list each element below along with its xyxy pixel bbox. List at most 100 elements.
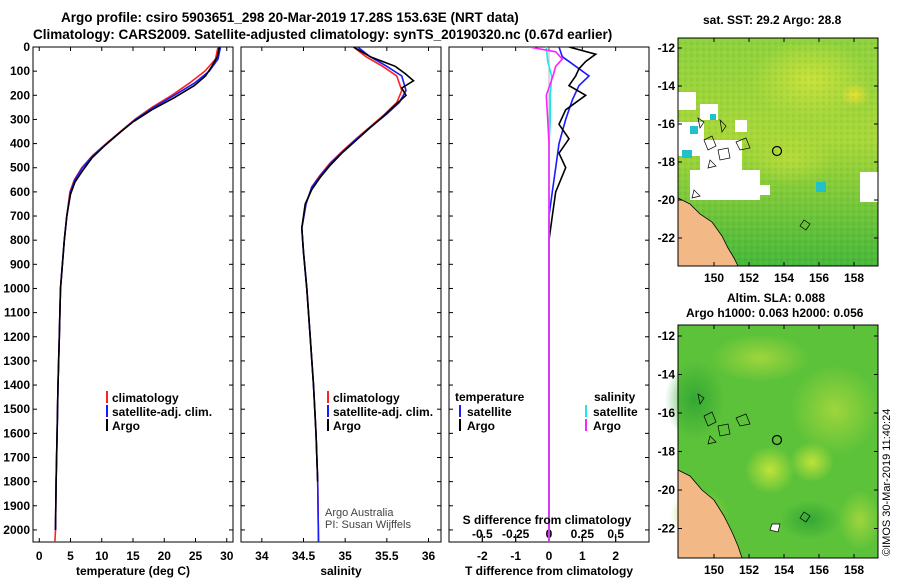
map-y-tick-label: -14 <box>658 79 676 93</box>
x-tick-label: 15 <box>126 549 140 563</box>
legend-mark-s-argo <box>585 419 587 431</box>
depth-tick-label: 1200 <box>3 330 30 344</box>
series-temperature-satellite <box>548 47 591 542</box>
x-tick-label: 34 <box>255 549 269 563</box>
map-x-tick-label: 150 <box>704 271 724 285</box>
depth-tick-label: 0 <box>23 40 30 54</box>
map-bottom-title-1: Altim. SLA: 0.088 <box>727 291 826 305</box>
legend-label-t-satellite: satellite <box>467 405 512 419</box>
s-tick-label: -0.5 <box>472 527 493 541</box>
legend-mark-climatology <box>327 391 329 403</box>
depth-tick-label: 1400 <box>3 378 30 392</box>
x-tick-label: 20 <box>158 549 172 563</box>
depth-tick-label: 100 <box>10 64 30 78</box>
map-y-tick-label: -16 <box>658 406 676 420</box>
map-axes: -12 -14 -16 -18 -20 -22 150 152 154 156 158 -12 -14 -… <box>658 38 878 577</box>
credit-line-2: PI: Susan Wijffels <box>325 519 411 531</box>
map-x-tick-label: 154 <box>774 271 794 285</box>
legend-mark-t-satellite <box>459 405 461 417</box>
depth-tick-label: 1300 <box>3 354 30 368</box>
depth-tick-label: 400 <box>10 137 30 151</box>
map-y-tick-label: -18 <box>658 445 676 459</box>
x-tick-label: 0 <box>546 549 553 563</box>
depth-tick-label: 900 <box>10 257 30 271</box>
credit-line-1: Argo Australia <box>325 507 394 519</box>
x-tick-label: 10 <box>95 549 109 563</box>
depth-tick-label: 200 <box>10 88 30 102</box>
reef-outlines <box>691 117 811 231</box>
sst-cool-patches <box>682 114 826 192</box>
x-tick-label: 5 <box>67 549 74 563</box>
map-x-tick-label: 158 <box>844 271 864 285</box>
x-tick-label: 30 <box>220 549 234 563</box>
depth-tick-label: 1700 <box>3 450 30 464</box>
salinity-legend: climatology satellite-adj. clim. Argo <box>327 391 433 433</box>
map-top-title: sat. SST: 29.2 Argo: 28.8 <box>703 13 842 27</box>
salinity-panel-frame <box>240 46 442 543</box>
x-tick-label: 35 <box>338 549 352 563</box>
x-tick-label: 34.5 <box>292 549 316 563</box>
difference-legend: temperature satellite Argo salinity sate… <box>455 390 638 433</box>
series-argo <box>300 47 415 482</box>
temperature-legend: climatology satellite-adj. clim. Argo <box>106 391 212 433</box>
sst-map[interactable] <box>677 37 879 267</box>
legend-label-climatology: climatology <box>112 391 179 405</box>
map-y-tick-label: -22 <box>658 522 676 536</box>
argo-float-marker[interactable] <box>771 145 783 157</box>
salinity-plot: 34 34.5 35 35.5 36 <box>255 47 435 563</box>
x-tick-label: 1 <box>579 549 586 563</box>
map-x-tick-label: 156 <box>809 563 829 577</box>
map-y-tick-label: -18 <box>658 155 676 169</box>
depth-tick-label: 500 <box>10 161 30 175</box>
map-x-tick-label: 154 <box>774 563 794 577</box>
map-x-tick-label: 158 <box>844 563 864 577</box>
map-y-tick-label: -20 <box>658 193 676 207</box>
legend-label-t-argo: Argo <box>467 419 495 433</box>
legend-mark-s-satellite <box>585 405 587 417</box>
series-argo <box>54 47 221 530</box>
difference-top-xlabel: S difference from climatology <box>463 513 632 527</box>
depth-tick-label: 800 <box>10 233 30 247</box>
legend-mark-argo <box>327 419 329 431</box>
x-tick-label: 25 <box>189 549 203 563</box>
temperature-xlabel: temperature (deg C) <box>76 564 190 578</box>
argo-float-marker-sla[interactable] <box>771 434 783 446</box>
x-tick-label: 2 <box>612 549 619 563</box>
title-line-2: Climatology: CARS2009. Satellite-adjuste… <box>33 27 613 42</box>
sla-map[interactable] <box>665 324 882 559</box>
legend-label-climatology: climatology <box>333 391 400 405</box>
series-salinity-argo <box>528 47 564 542</box>
map-x-tick-label: 150 <box>704 563 724 577</box>
map-y-tick-label: -12 <box>658 41 676 55</box>
s-tick-label: -0.25 <box>502 527 530 541</box>
legend-mark-t-argo <box>459 419 461 431</box>
map-y-tick-label: -16 <box>658 117 676 131</box>
x-tick-label: -2 <box>477 549 488 563</box>
legend-label-temperature: temperature <box>455 390 525 404</box>
legend-label-s-argo: Argo <box>593 419 621 433</box>
map-y-tick-label: -22 <box>658 231 676 245</box>
legend-mark-satellite <box>327 405 329 417</box>
legend-label-argo: Argo <box>112 419 140 433</box>
legend-label-satellite: satellite-adj. clim. <box>112 405 212 419</box>
x-tick-label: 36 <box>422 549 436 563</box>
map-x-tick-label: 152 <box>739 563 759 577</box>
legend-mark-satellite <box>106 405 108 417</box>
difference-xlabel: T difference from climatology <box>465 564 633 578</box>
depth-tick-label: 1900 <box>3 499 30 513</box>
legend-label-s-satellite: satellite <box>593 405 638 419</box>
map-x-tick-label: 156 <box>809 271 829 285</box>
map-y-tick-label: -14 <box>658 368 676 382</box>
depth-tick-label: 1800 <box>3 475 30 489</box>
legend-label-argo: Argo <box>333 419 361 433</box>
depth-tick-label: 600 <box>10 185 30 199</box>
legend-mark-climatology <box>106 391 108 403</box>
series-climatology <box>54 47 219 542</box>
map-y-tick-label: -12 <box>658 329 676 343</box>
x-tick-label: 0 <box>36 549 43 563</box>
s-tick-label: 0.25 <box>571 527 595 541</box>
reef-outlines-sla <box>697 393 811 533</box>
temperature-plot: 0 5 10 15 20 25 30 <box>36 47 234 563</box>
legend-mark-argo <box>106 419 108 431</box>
